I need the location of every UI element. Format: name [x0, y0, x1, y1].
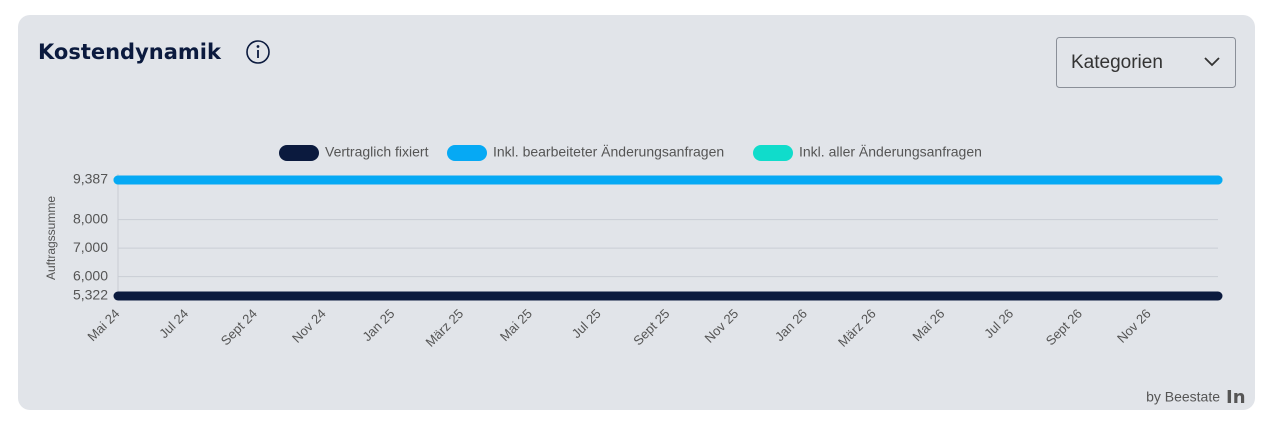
y-tick-label: 7,000	[73, 239, 108, 255]
dropdown[interactable]: Kategorien	[1056, 37, 1236, 88]
y-tick-label: 8,000	[73, 210, 108, 226]
y-tick-label: 9,387	[73, 171, 108, 187]
y-axis-label: Auftragssumme	[44, 196, 58, 280]
brand-logo: In	[1226, 387, 1246, 408]
y-tick-label: 6,000	[73, 267, 108, 283]
legend-swatch	[753, 145, 793, 161]
legend-label: Inkl. aller Änderungsanfragen	[799, 144, 982, 160]
info-icon[interactable]	[246, 40, 270, 64]
chart-title: Kostendynamik	[38, 40, 222, 64]
legend-swatch	[279, 145, 319, 161]
brand: by Beestate	[1146, 389, 1220, 405]
card-background	[18, 15, 1255, 410]
legend-label: Inkl. bearbeiteter Änderungsanfragen	[493, 144, 724, 160]
dropdown-label: Kategorien	[1071, 52, 1163, 73]
chevron	[1204, 57, 1220, 67]
y-tick-label: 5,322	[73, 287, 108, 303]
legend-swatch	[447, 145, 487, 161]
legend-label: Vertraglich fixiert	[325, 144, 429, 160]
